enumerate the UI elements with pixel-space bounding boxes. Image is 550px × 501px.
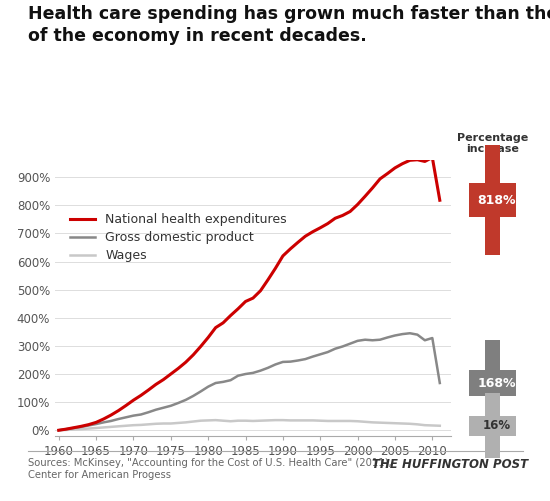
Text: 168%: 168% [477, 377, 516, 389]
Legend: National health expenditures, Gross domestic product, Wages: National health expenditures, Gross dome… [65, 208, 292, 267]
Text: Health care spending has grown much faster than the rest
of the economy in recen: Health care spending has grown much fast… [28, 5, 550, 45]
Text: Sources: McKinsey, "Accounting for the Cost of U.S. Health Care" (2011),
Center : Sources: McKinsey, "Accounting for the C… [28, 458, 391, 480]
Text: 16%: 16% [482, 419, 511, 432]
Text: THE HUFFINGTON POST: THE HUFFINGTON POST [372, 458, 528, 471]
Text: Percentage
increase: Percentage increase [456, 133, 528, 154]
Text: 818%: 818% [477, 194, 516, 207]
